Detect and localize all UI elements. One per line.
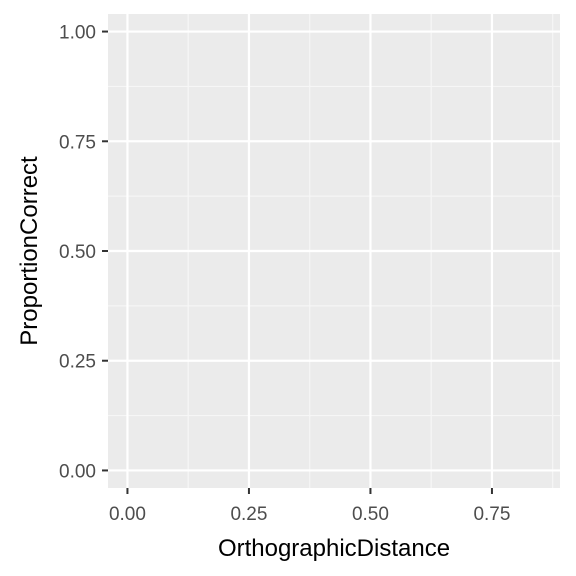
x-axis: 0.00 0.25 0.50 0.75 xyxy=(109,488,510,525)
y-axis: 0.00 0.25 0.50 0.75 1.00 xyxy=(59,23,108,482)
x-tick-label: 0.75 xyxy=(473,504,510,525)
y-tick-label: 0.50 xyxy=(59,242,96,263)
major-gridlines xyxy=(108,14,560,488)
y-tick-label: 0.25 xyxy=(59,352,96,373)
y-tick-label: 0.75 xyxy=(59,132,96,153)
x-axis-title: OrthographicDistance xyxy=(218,535,450,562)
x-tick-label: 0.00 xyxy=(109,504,146,525)
y-axis-title: ProportionCorrect xyxy=(16,156,43,346)
y-tick-label: 1.00 xyxy=(59,23,96,44)
y-tick-label: 0.00 xyxy=(59,461,96,482)
x-tick-label: 0.50 xyxy=(352,504,389,525)
x-tick-label: 0.25 xyxy=(230,504,267,525)
